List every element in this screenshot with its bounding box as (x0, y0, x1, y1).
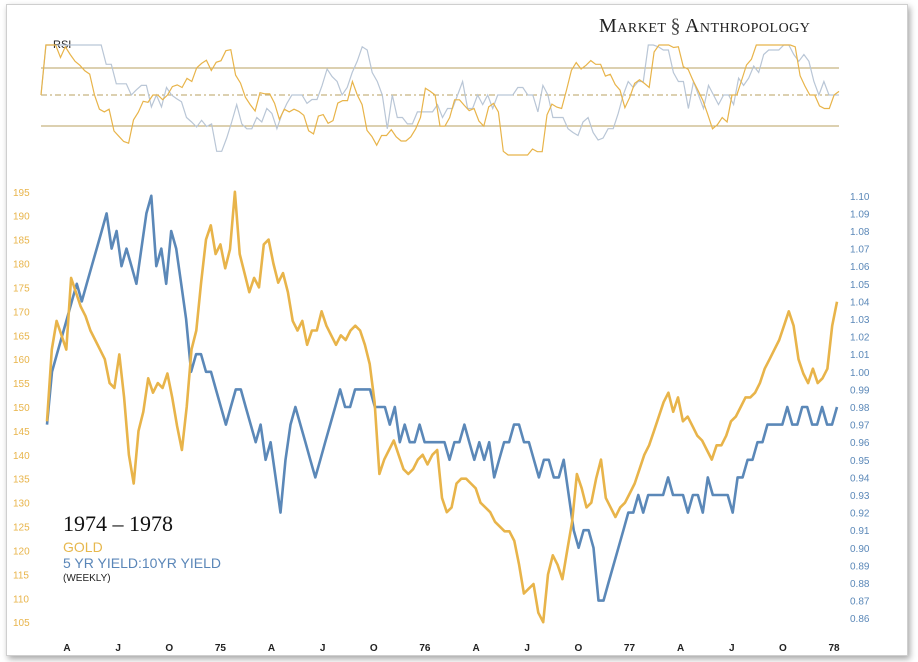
left-axis-tick: 120 (13, 546, 30, 557)
right-axis-tick: 0.99 (850, 385, 870, 396)
x-axis-tick: O (165, 643, 173, 654)
chart-frame: Market § Anthropology RSI 105 110 115 120 125 1… (6, 4, 908, 656)
x-axis-tick: O (370, 643, 378, 654)
right-axis-tick: 1.08 (850, 227, 870, 238)
left-axis-tick: 195 (13, 188, 30, 199)
right-axis-tick: 0.92 (850, 509, 870, 520)
right-axis-tick: 1.00 (850, 368, 870, 379)
right-axis-tick: 0.90 (850, 544, 870, 555)
left-axis-tick: 185 (13, 236, 30, 247)
right-axis-tick: 0.91 (850, 526, 870, 537)
left-axis-tick: 125 (13, 523, 30, 534)
series-line-ratio (45, 194, 839, 602)
legend-gold: GOLD (63, 539, 103, 555)
left-axis-tick: 170 (13, 307, 30, 318)
x-axis-tick: J (320, 643, 326, 654)
x-axis-tick: O (779, 643, 787, 654)
left-axis-tick: 155 (13, 379, 30, 390)
right-axis-tick: 1.06 (850, 262, 870, 273)
right-axis-tick: 0.86 (850, 614, 870, 625)
x-axis-tick: 76 (419, 643, 431, 654)
right-axis-tick: 1.01 (850, 350, 870, 361)
x-axis-tick: 78 (828, 643, 840, 654)
right-axis-tick: 0.94 (850, 473, 870, 484)
right-axis-tick: 0.96 (850, 438, 870, 449)
x-axis-tick: A (472, 643, 479, 654)
brand-title: Market § Anthropology (599, 15, 811, 37)
right-axis-tick: 1.07 (850, 245, 870, 256)
left-axis-tick: 150 (13, 403, 30, 414)
x-axis-tick: J (115, 643, 121, 654)
right-axis-tick: 1.02 (850, 333, 870, 344)
right-axis-tick: 0.95 (850, 456, 870, 467)
left-axis-tick: 145 (13, 427, 30, 438)
left-axis-tick: 130 (13, 499, 30, 510)
right-axis-tick: 1.04 (850, 297, 870, 308)
x-axis-tick: A (268, 643, 275, 654)
right-axis-tick: 1.05 (850, 280, 870, 291)
right-axis-tick: 1.09 (850, 209, 870, 220)
x-axis-tick: J (729, 643, 735, 654)
left-axis-tick: 115 (13, 570, 29, 581)
left-axis-tick: 160 (13, 355, 30, 366)
left-axis-tick: 135 (13, 475, 30, 486)
x-axis-tick: 77 (624, 643, 636, 654)
right-axis-tick: 0.89 (850, 561, 870, 572)
chart-svg: 105 110 115 120 125 130 135 140 145 150 155 160 165 1… (13, 44, 870, 654)
x-axis-tick: 75 (215, 643, 227, 654)
legend-frequency: (WEEKLY) (63, 573, 111, 584)
left-axis-tick: 180 (13, 260, 30, 271)
left-axis-tick: 175 (13, 283, 30, 294)
x-axis-tick: A (63, 643, 70, 654)
left-axis-tick: 140 (13, 451, 30, 462)
right-axis-tick: 1.03 (850, 315, 870, 326)
rsi-line-ratio (40, 44, 839, 152)
right-axis-tick: 1.10 (850, 192, 870, 203)
right-axis-tick: 0.97 (850, 421, 870, 432)
series-line-gold (45, 190, 839, 624)
legend-ratio: 5 YR YIELD:10YR YIELD (63, 555, 221, 571)
x-axis-tick: O (574, 643, 582, 654)
right-axis-tick: 0.98 (850, 403, 870, 414)
legend-period: 1974 – 1978 (63, 511, 173, 536)
x-axis-tick: A (677, 643, 684, 654)
right-axis-tick: 0.87 (850, 597, 870, 608)
left-axis-tick: 110 (13, 594, 29, 605)
left-axis-tick: 105 (13, 618, 30, 629)
legend: 1974 – 1978 GOLD 5 YR YIELD:10YR YIELD (… (63, 511, 221, 584)
x-axis-tick: J (524, 643, 530, 654)
right-axis-tick: 0.88 (850, 579, 870, 590)
rsi-line-gold (40, 44, 840, 156)
dna-icon: § (670, 15, 681, 37)
left-axis-tick: 165 (13, 331, 30, 342)
left-axis-tick: 190 (13, 212, 30, 223)
right-axis-tick: 0.93 (850, 491, 870, 502)
